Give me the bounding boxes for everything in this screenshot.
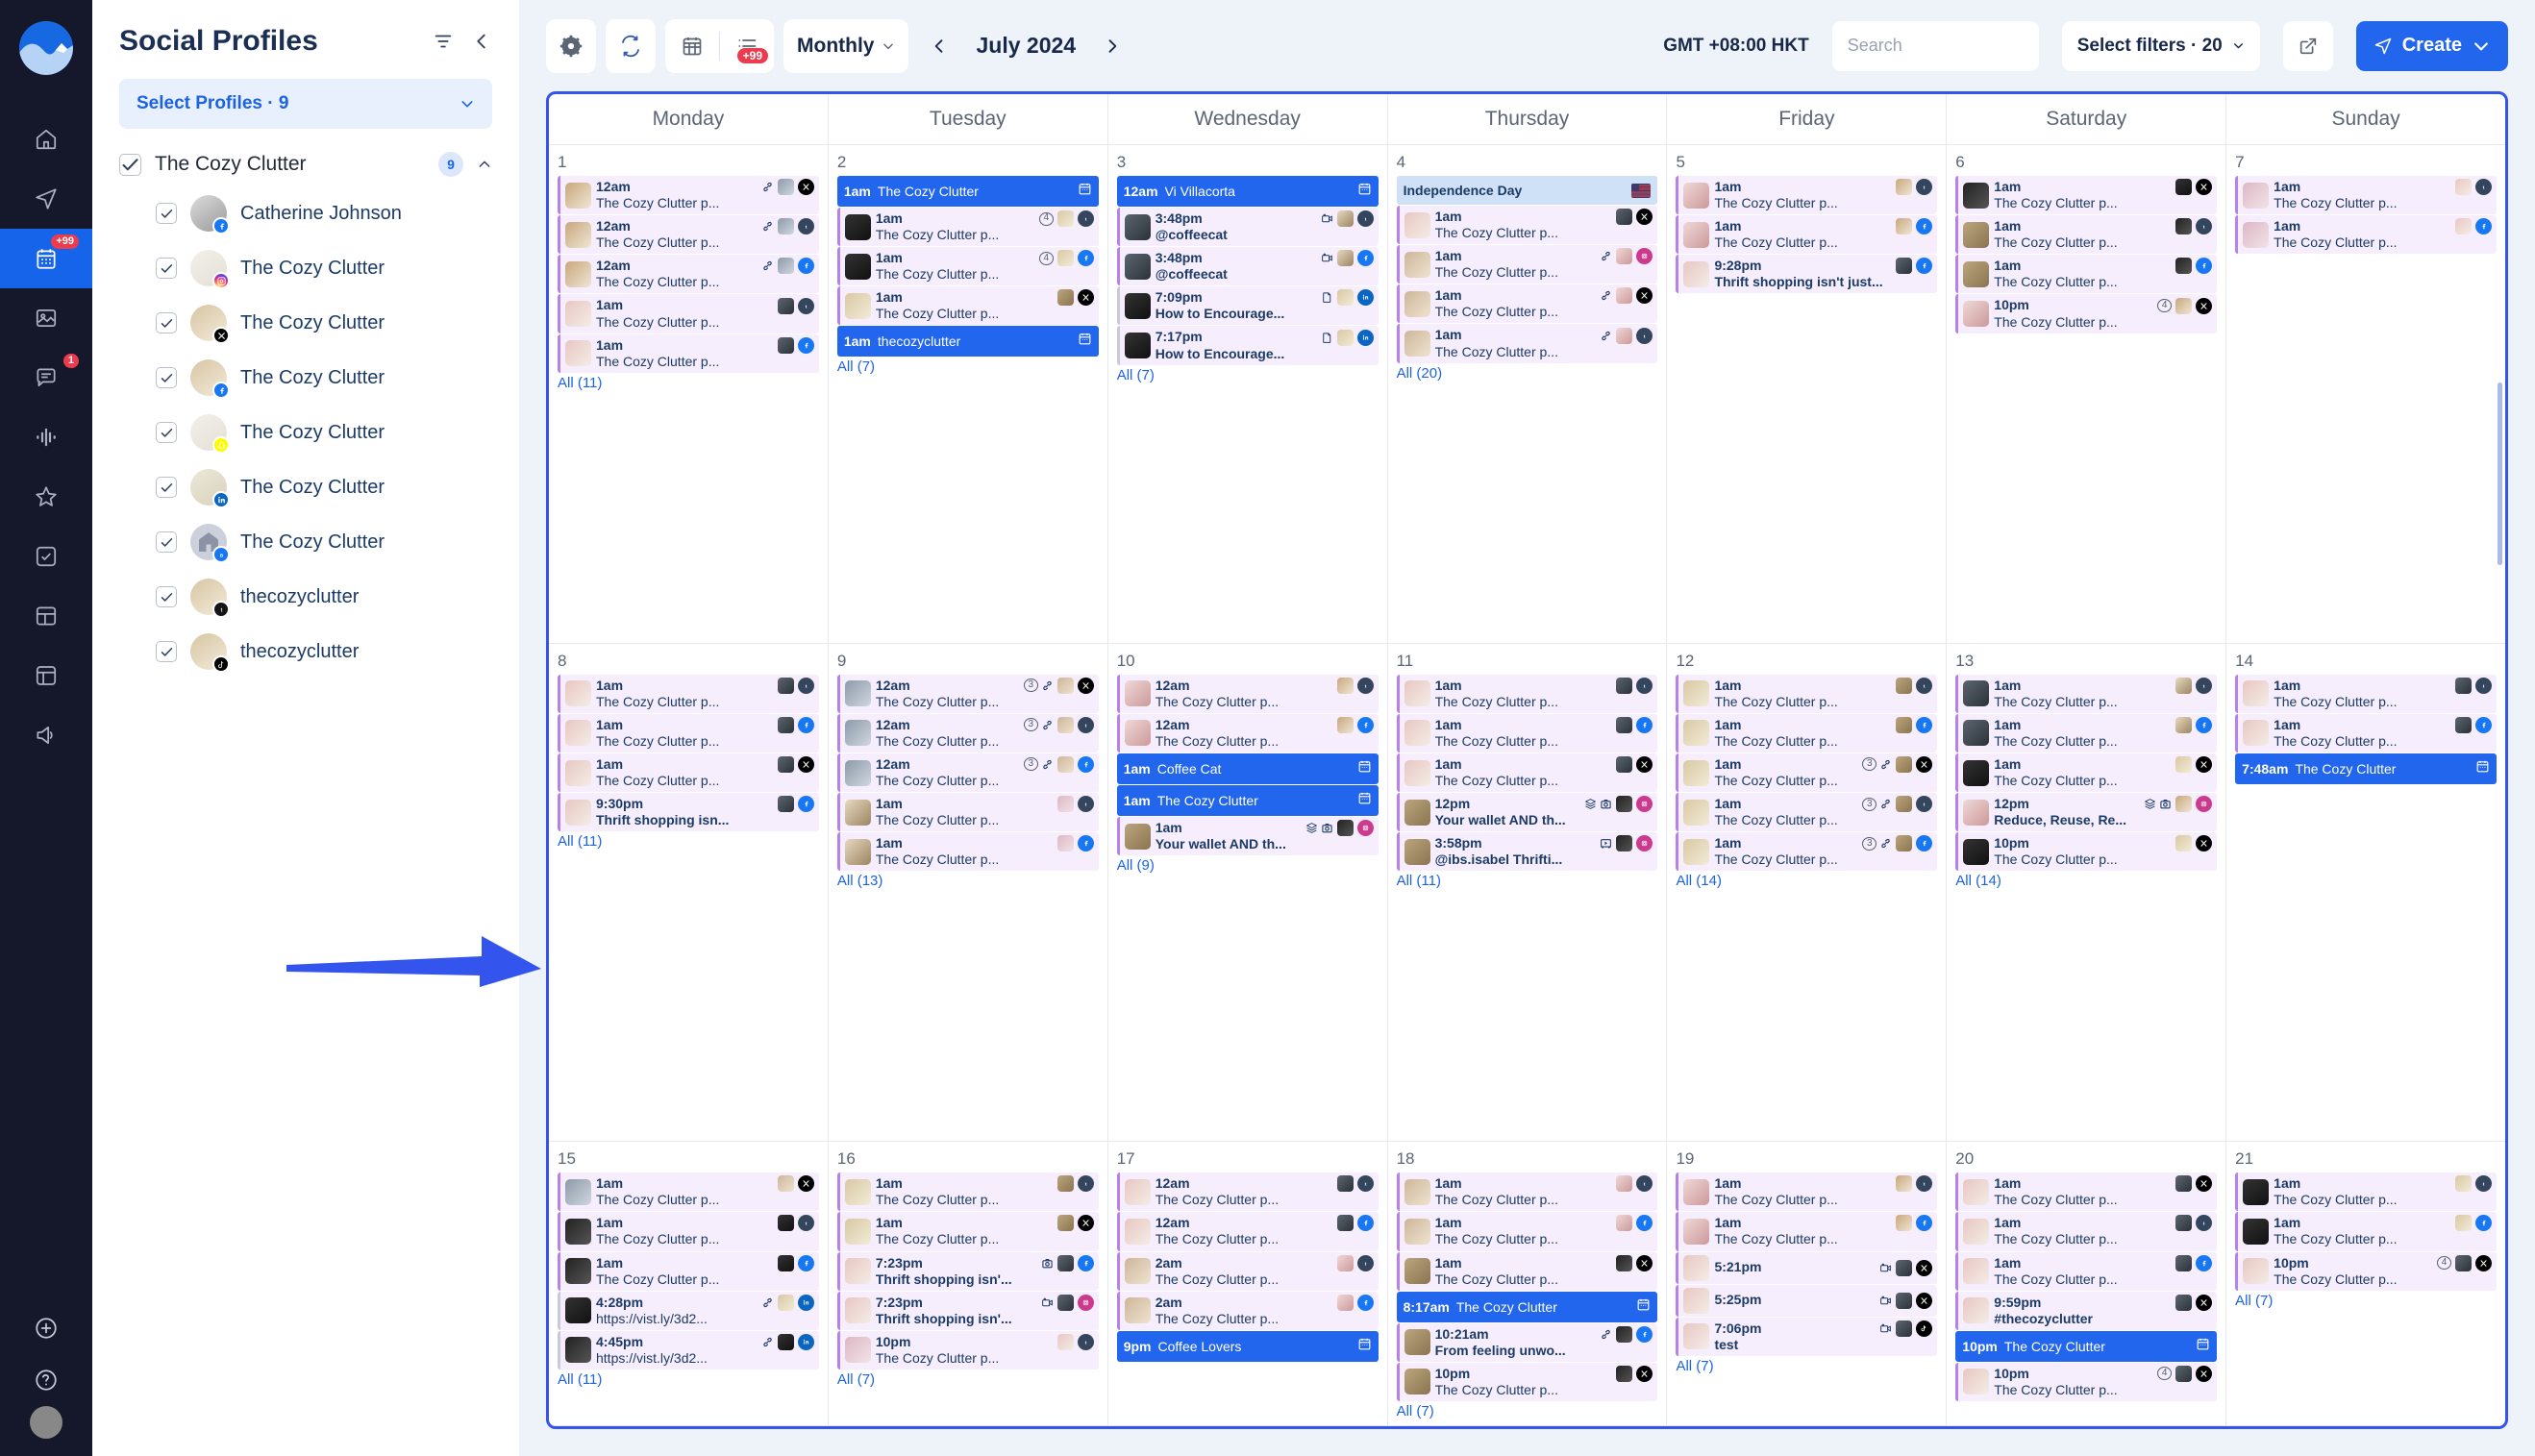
svg-text:t: t — [1924, 683, 1926, 689]
svg-text:t: t — [1644, 333, 1646, 339]
svg-text:t: t — [220, 607, 222, 613]
svg-text:t: t — [2203, 1222, 2205, 1227]
svg-text:t: t — [1364, 217, 1366, 223]
svg-text:t: t — [1084, 1340, 1086, 1345]
svg-text:t: t — [1364, 1261, 1366, 1267]
svg-text:t: t — [1644, 683, 1646, 689]
svg-text:t: t — [2483, 1182, 2485, 1188]
svg-text:t: t — [2203, 225, 2205, 231]
svg-text:t: t — [2203, 683, 2205, 689]
svg-text:t: t — [1084, 1182, 1086, 1188]
svg-text:t: t — [805, 225, 807, 231]
svg-text:t: t — [805, 1222, 807, 1227]
svg-text:t: t — [1924, 185, 1926, 191]
svg-text:t: t — [805, 304, 807, 309]
svg-text:t: t — [1924, 1182, 1926, 1188]
svg-text:t: t — [805, 683, 807, 689]
svg-text:B: B — [219, 553, 223, 557]
svg-text:t: t — [1084, 802, 1086, 808]
svg-text:t: t — [1924, 802, 1926, 808]
svg-text:t: t — [2483, 683, 2485, 689]
svg-text:t: t — [1364, 683, 1366, 689]
svg-text:t: t — [1364, 1182, 1366, 1188]
svg-text:t: t — [1084, 217, 1086, 223]
svg-text:t: t — [1644, 1182, 1646, 1188]
svg-text:t: t — [1084, 723, 1086, 728]
svg-text:t: t — [2483, 185, 2485, 191]
